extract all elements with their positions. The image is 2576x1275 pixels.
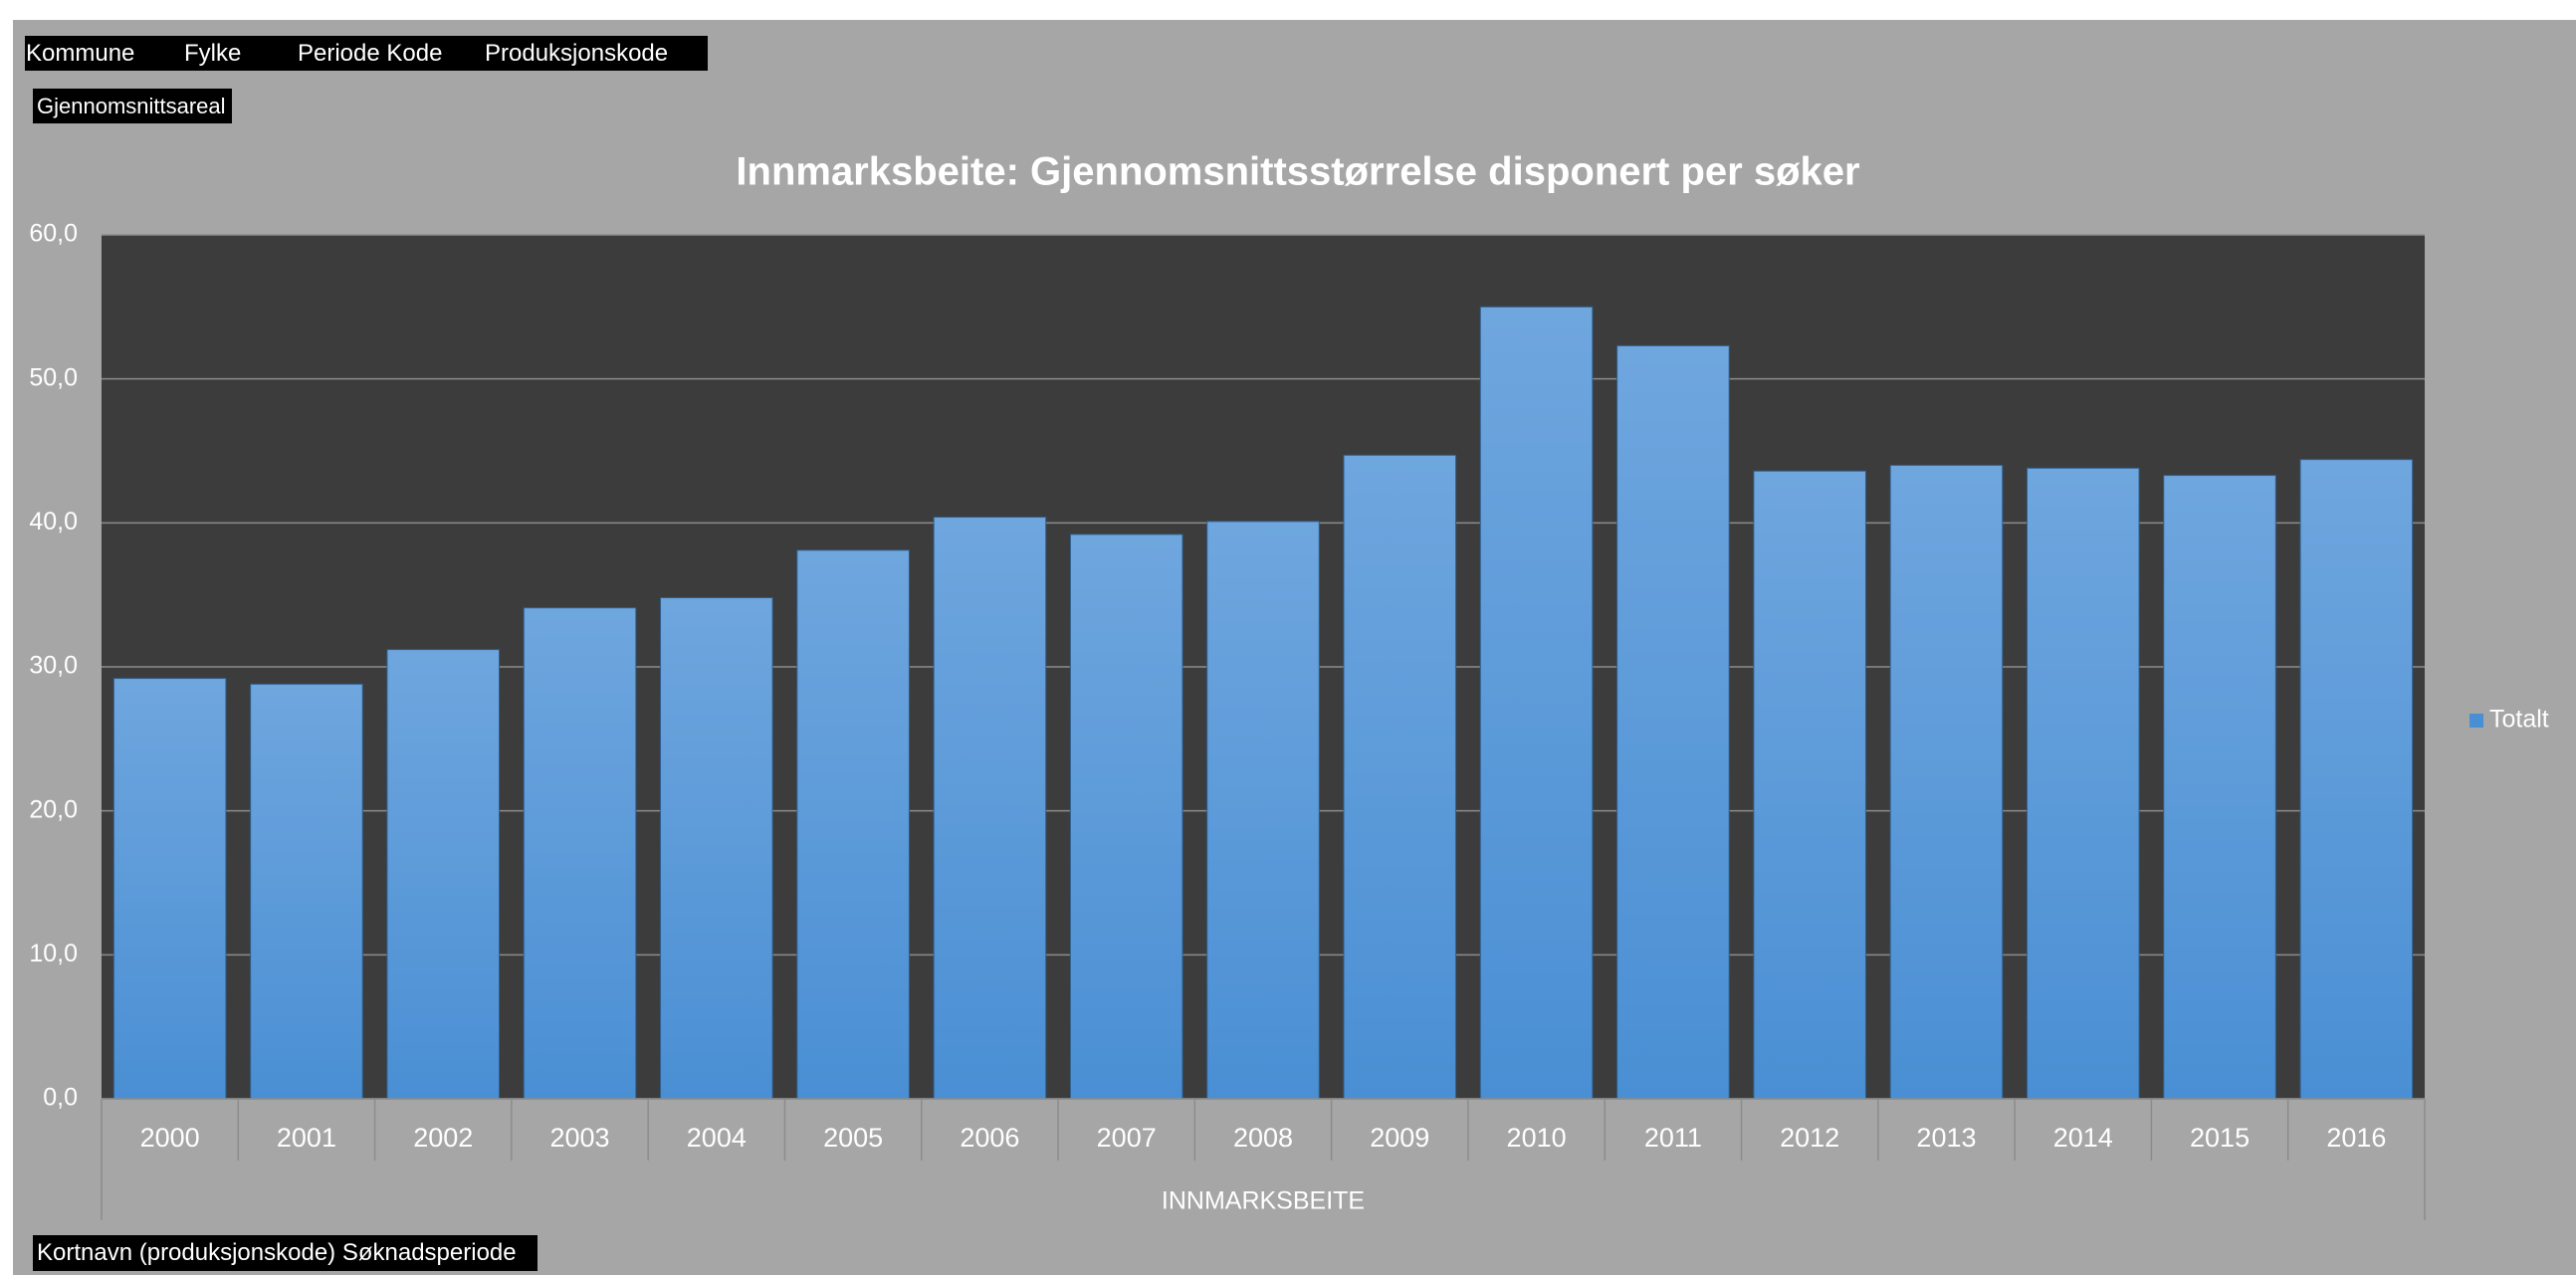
bar	[1069, 533, 1183, 1100]
x-tick-label: 2000	[140, 1123, 200, 1153]
bar	[660, 597, 773, 1100]
x-tick-label: 2009	[1370, 1123, 1429, 1153]
y-tick-label: 10,0	[29, 940, 78, 967]
x-tick-label: 2013	[1916, 1123, 1976, 1153]
x-tick-label: 2006	[960, 1123, 1019, 1153]
x-tick-label: 2007	[1097, 1123, 1157, 1153]
x-tick-label: 2011	[1644, 1123, 1702, 1153]
x-tick-label: 2016	[2326, 1123, 2386, 1153]
bar	[933, 517, 1047, 1100]
x-tick-label: 2004	[687, 1123, 747, 1153]
y-tick-label: 40,0	[29, 508, 78, 535]
y-tick-label: 0,0	[43, 1084, 78, 1112]
bar	[1343, 454, 1457, 1100]
legend-label: Totalt	[2489, 706, 2549, 734]
bar	[1206, 521, 1320, 1100]
x-tick-label: 2015	[2190, 1123, 2250, 1153]
legend-swatch	[2469, 714, 2483, 728]
bar	[2299, 459, 2414, 1100]
x-tick-label: 2014	[2053, 1123, 2113, 1153]
bar	[250, 683, 363, 1100]
filter-bar: Kommune Fylke Periode Kode Produksjonskode	[25, 36, 708, 71]
bar	[1753, 470, 1866, 1100]
bar	[386, 649, 501, 1100]
x-tick-label: 2008	[1233, 1123, 1293, 1153]
bar	[2026, 467, 2140, 1100]
filter-button[interactable]: Produksjonskode	[485, 40, 669, 67]
y-tick-label: 50,0	[29, 363, 78, 391]
filter-button[interactable]: Kommune	[26, 40, 135, 67]
x-tick-label: 2002	[413, 1123, 473, 1153]
chart-title: Innmarksbeite: Gjennomsnittsstørrelse di…	[736, 150, 1859, 194]
x-tick-label: 2012	[1780, 1123, 1839, 1153]
bar	[1889, 464, 2004, 1100]
bar	[1616, 344, 1730, 1100]
x-tick-label: 2003	[549, 1123, 609, 1153]
filter-button[interactable]: Periode Kode	[298, 40, 443, 67]
bar	[1479, 306, 1594, 1100]
bar	[112, 678, 227, 1100]
x-tick-label: 2010	[1507, 1123, 1567, 1153]
bar	[796, 549, 910, 1100]
value-field-button[interactable]: Gjennomsnittsareal	[33, 89, 232, 123]
x-tick-label: 2001	[277, 1123, 336, 1153]
x-tick-label: 2005	[823, 1123, 883, 1153]
filter-button[interactable]: Fylke	[184, 40, 242, 67]
bar	[2163, 475, 2276, 1100]
y-tick-label: 60,0	[29, 220, 78, 248]
y-tick-label: 30,0	[29, 652, 78, 680]
x-axis-title: INNMARKSBEITE	[1162, 1187, 1365, 1215]
row-field-button[interactable]: Kortnavn (produksjonskode) Søknadsperiod…	[33, 1235, 537, 1271]
y-tick-label: 20,0	[29, 795, 78, 823]
bar	[523, 607, 637, 1100]
